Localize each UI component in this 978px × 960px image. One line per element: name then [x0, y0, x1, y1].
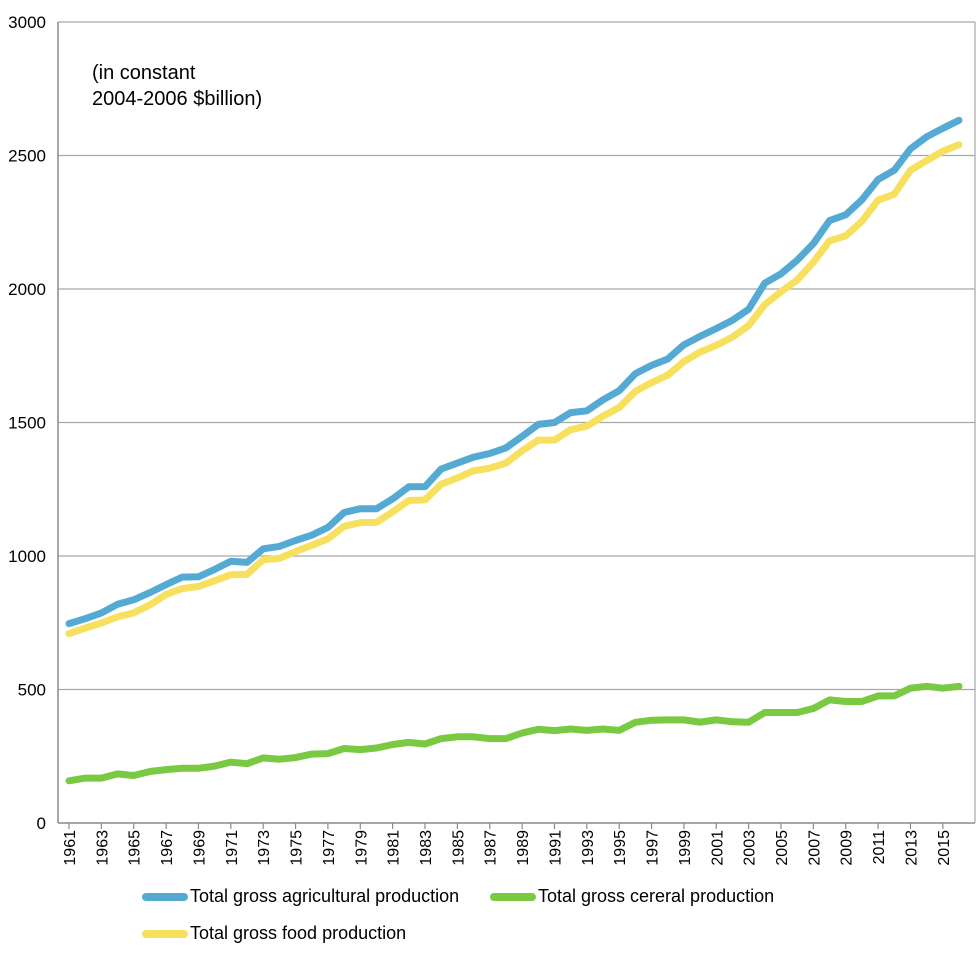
- units-note: (in constant 2004-2006 $billion): [92, 60, 262, 112]
- x-tick-label-1993: 1993: [580, 830, 597, 866]
- legend-label-agricultural: Total gross agricultural production: [190, 886, 460, 906]
- series-line-1: [65, 682, 963, 785]
- axes: [57, 22, 976, 824]
- x-tick-label-1967: 1967: [159, 830, 176, 866]
- legend-item-cereral: Total gross cereral production: [490, 886, 774, 907]
- x-tick-label-1997: 1997: [645, 830, 662, 866]
- x-tick-label-1971: 1971: [224, 830, 241, 866]
- legend-item-food: Total gross food production: [142, 923, 406, 944]
- units-note-line-1: (in constant: [92, 62, 196, 84]
- x-tick-label-2015: 2015: [936, 830, 953, 866]
- x-tick-label-1985: 1985: [450, 830, 467, 866]
- y-tick-label-3000: 3000: [8, 13, 46, 32]
- x-tick-label-2005: 2005: [774, 830, 791, 866]
- x-tick-label-1983: 1983: [418, 830, 435, 866]
- x-tick-label-1963: 1963: [94, 830, 111, 866]
- series-lines: [65, 116, 963, 785]
- x-tick-label-1977: 1977: [321, 830, 338, 866]
- x-tick-label-2009: 2009: [839, 830, 856, 866]
- x-tick-label-2003: 2003: [742, 830, 759, 866]
- y-tick-label-2500: 2500: [8, 147, 46, 166]
- x-tick-label-1979: 1979: [353, 830, 370, 866]
- legend-swatch-cereral: [490, 892, 536, 901]
- legend-label-cereral: Total gross cereral production: [538, 886, 775, 906]
- legend-swatch-agricultural: [142, 892, 188, 901]
- legend-label-food: Total gross food production: [190, 923, 407, 943]
- gridlines: [58, 21, 975, 691]
- x-tick-label-2013: 2013: [903, 830, 920, 866]
- x-tick-label-2001: 2001: [709, 830, 726, 866]
- series-line-0: [65, 116, 963, 628]
- x-tick-label-2011: 2011: [871, 830, 888, 865]
- y-tick-label-2000: 2000: [8, 280, 46, 299]
- x-tick-label-1987: 1987: [483, 830, 500, 866]
- x-tick-label-1975: 1975: [289, 830, 306, 866]
- x-tick-label-1973: 1973: [256, 830, 273, 866]
- x-tick-label-1995: 1995: [612, 830, 629, 866]
- units-note-line-2: 2004-2006 $billion): [92, 88, 263, 110]
- x-tick-label-1969: 1969: [191, 830, 208, 866]
- x-axis-ticks: 1961 1963 1965 1967 1969 1971 1973 1975 1977 1979…: [62, 823, 953, 866]
- y-axis-ticks: 0 500 1000 1500 2000 2500 3000: [8, 13, 46, 833]
- x-tick-label-1991: 1991: [547, 830, 564, 866]
- x-tick-label-1999: 1999: [677, 830, 694, 866]
- legend-swatch-food: [142, 929, 188, 938]
- x-tick-label-1981: 1981: [386, 830, 403, 866]
- y-tick-label-1500: 1500: [8, 414, 46, 433]
- x-tick-label-1965: 1965: [127, 830, 144, 866]
- series-line-2: [65, 141, 963, 638]
- y-tick-label-1000: 1000: [8, 547, 46, 566]
- x-tick-label-2007: 2007: [806, 830, 823, 866]
- y-tick-label-500: 500: [18, 681, 46, 700]
- x-tick-label-1989: 1989: [515, 830, 532, 866]
- x-tick-label-1961: 1961: [62, 830, 79, 866]
- y-tick-label-0: 0: [37, 814, 46, 833]
- legend-item-agricultural: Total gross agricultural production: [142, 886, 459, 907]
